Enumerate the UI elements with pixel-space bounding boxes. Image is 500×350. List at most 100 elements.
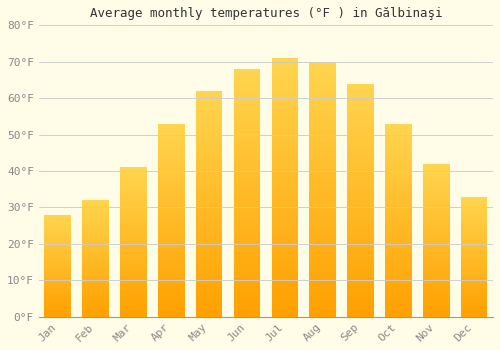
Bar	[310, 115, 336, 118]
Bar	[385, 215, 411, 216]
Bar	[234, 260, 260, 262]
Bar	[272, 234, 298, 237]
Bar	[234, 195, 260, 198]
Bar	[461, 265, 487, 266]
Bar	[272, 92, 298, 94]
Bar	[196, 147, 222, 149]
Bar	[196, 202, 222, 204]
Bar	[120, 215, 146, 217]
Bar	[423, 165, 450, 167]
Bar	[82, 225, 109, 226]
Bar	[461, 277, 487, 278]
Bar	[120, 212, 146, 214]
Bar	[82, 229, 109, 231]
Bar	[385, 201, 411, 203]
Bar	[44, 284, 71, 285]
Bar	[461, 206, 487, 207]
Bar	[44, 234, 71, 235]
Bar	[385, 159, 411, 160]
Bar	[196, 260, 222, 262]
Bar	[461, 253, 487, 254]
Bar	[158, 238, 184, 239]
Bar	[385, 241, 411, 243]
Bar	[348, 179, 374, 182]
Bar	[158, 301, 184, 303]
Bar	[272, 262, 298, 265]
Bar	[461, 218, 487, 219]
Bar	[385, 174, 411, 176]
Bar	[348, 135, 374, 137]
Bar	[385, 222, 411, 224]
Bar	[423, 233, 450, 234]
Bar	[158, 220, 184, 222]
Bar	[461, 197, 487, 198]
Bar	[234, 190, 260, 193]
Bar	[196, 134, 222, 136]
Bar	[272, 288, 298, 291]
Bar	[158, 249, 184, 251]
Bar	[44, 227, 71, 228]
Bar	[385, 290, 411, 292]
Bar	[423, 181, 450, 182]
Bar	[348, 287, 374, 289]
Bar	[82, 314, 109, 316]
Bar	[272, 231, 298, 234]
Bar	[461, 252, 487, 253]
Bar	[385, 209, 411, 211]
Bar	[423, 315, 450, 317]
Bar	[234, 215, 260, 218]
Bar	[196, 206, 222, 208]
Bar	[44, 258, 71, 259]
Bar	[461, 235, 487, 236]
Bar	[461, 239, 487, 240]
Bar	[272, 136, 298, 138]
Bar	[158, 141, 184, 143]
Bar	[310, 141, 336, 144]
Bar	[120, 187, 146, 188]
Bar	[423, 299, 450, 300]
Bar	[385, 166, 411, 168]
Bar	[234, 232, 260, 235]
Bar	[158, 168, 184, 170]
Bar	[461, 210, 487, 211]
Bar	[158, 267, 184, 268]
Bar	[461, 267, 487, 269]
Bar	[158, 230, 184, 232]
Bar	[385, 211, 411, 212]
Bar	[44, 243, 71, 244]
Bar	[44, 242, 71, 243]
Bar	[272, 105, 298, 107]
Bar	[120, 167, 146, 169]
Bar	[310, 161, 336, 164]
Bar	[120, 303, 146, 305]
Bar	[348, 158, 374, 161]
Bar	[348, 266, 374, 268]
Bar	[120, 247, 146, 248]
Bar	[423, 291, 450, 292]
Bar	[423, 185, 450, 187]
Bar	[234, 287, 260, 289]
Bar	[461, 270, 487, 271]
Bar	[385, 207, 411, 209]
Bar	[196, 238, 222, 240]
Bar	[348, 161, 374, 163]
Bar	[196, 233, 222, 236]
Bar	[82, 213, 109, 214]
Bar	[385, 218, 411, 220]
Bar	[310, 128, 336, 131]
Bar	[158, 162, 184, 164]
Bar	[196, 93, 222, 96]
Bar	[461, 284, 487, 286]
Bar	[82, 201, 109, 203]
Bar	[82, 219, 109, 220]
Bar	[272, 216, 298, 218]
Bar	[310, 146, 336, 148]
Bar	[310, 286, 336, 289]
Bar	[423, 260, 450, 262]
Bar	[196, 98, 222, 100]
Bar	[461, 263, 487, 264]
Bar	[120, 211, 146, 212]
Bar	[385, 139, 411, 141]
Bar	[348, 282, 374, 284]
Bar	[120, 220, 146, 221]
